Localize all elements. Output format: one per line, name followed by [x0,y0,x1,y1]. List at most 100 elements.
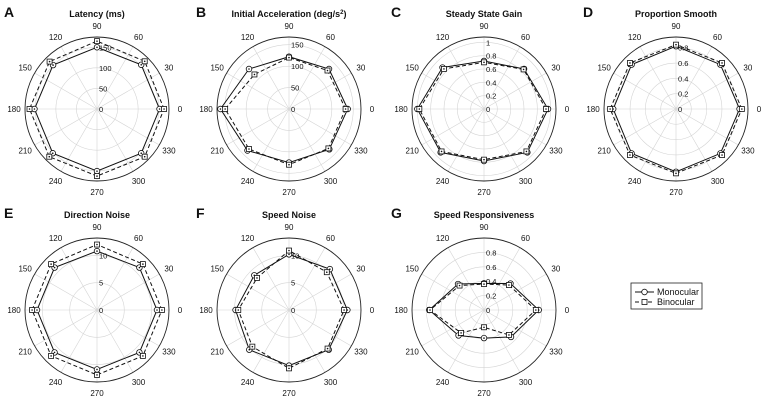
grid-spoke [34,108,98,146]
legend: Monocular Binocular [630,282,703,310]
angle-label: 120 [49,33,63,42]
angle-label: 90 [480,223,489,232]
radial-tick-label: 0 [486,105,490,114]
point-center [53,351,56,354]
point-center [483,61,485,64]
point-center [96,243,98,246]
point-center [96,46,98,49]
angle-label: 180 [199,105,213,114]
grid-spoke [447,108,485,172]
angle-label: 240 [436,378,450,387]
angle-label: 150 [597,64,611,73]
radial-tick-label: 10 [291,251,299,260]
point-center [418,108,421,110]
angle-label: 300 [324,177,338,186]
panels-layer: 0306090120150180210240270300330050100150… [4,4,762,398]
point-center [522,68,525,71]
grid-spoke [421,309,485,347]
point-center [443,68,445,70]
point-center [343,309,345,311]
angle-label: 270 [282,389,296,398]
grid-spoke [252,46,290,110]
angle-label: 210 [210,348,224,357]
angle-label: 60 [134,234,143,243]
panel-a: 0 30 60 90 120 150 180 210 240 270 300 330 0 50 100 150… [4,4,183,197]
grid-spoke [96,247,134,311]
angle-label: 30 [551,64,560,73]
angle-label: 330 [549,147,563,156]
radial-tick-label: 0.6 [486,263,496,272]
grid-spoke [483,108,547,146]
grid-spoke [96,108,160,146]
angle-label: 300 [711,177,725,186]
grid-spoke [288,309,352,347]
angle-label: 90 [93,22,102,31]
point-center [741,108,743,110]
point-center [96,250,98,252]
point-center [36,309,38,311]
angle-label: 120 [241,33,255,42]
angle-label: 210 [18,147,32,156]
panel-letter: A [4,4,14,20]
angle-label: 0 [178,105,183,114]
grid-spoke [421,72,485,110]
grid-spoke [483,247,521,311]
outer-circle [603,36,749,182]
grid-spoke [447,247,485,311]
point-center [53,266,56,269]
outer-circle [411,36,557,182]
point-center [288,253,290,256]
angle-label: 120 [436,234,450,243]
panel-letter: E [4,205,13,221]
radial-tick-label: 10 [99,251,107,260]
point-center [288,367,290,370]
outer-circle [216,237,362,383]
angle-label: 240 [49,177,63,186]
angle-label: 0 [565,105,570,114]
angle-label: 60 [713,33,722,42]
angle-label: 0 [370,306,375,315]
grid-spoke [421,273,485,311]
radial-tick-label: 0 [99,105,103,114]
point-center [142,263,144,265]
panel-b: 0 30 60 90 120 150 180 210 240 270 300 330 0 50 100 150… [196,4,375,197]
angle-label: 240 [628,177,642,186]
point-center [429,309,431,311]
radial-tick-label: 100 [99,64,112,73]
point-center [440,150,443,153]
angle-label: 240 [436,177,450,186]
point-center [96,40,98,42]
point-center [96,374,98,376]
angle-label: 150 [18,64,32,73]
radial-tick-label: 0.8 [678,44,688,53]
point-center [48,60,51,63]
grid-spoke [613,108,677,146]
point-center [483,283,485,285]
grid-spoke [288,108,352,146]
radial-tick-label: 0.8 [486,52,496,61]
angle-label: 0 [757,105,762,114]
point-center [143,60,146,63]
point-center [508,284,510,286]
angle-label: 300 [519,177,533,186]
angle-label: 90 [480,22,489,31]
grid-spoke [483,273,547,311]
angle-label: 270 [477,389,491,398]
angle-label: 90 [672,22,681,31]
grid-spoke [60,46,98,110]
point-center [224,108,226,110]
grid-spoke [483,46,521,110]
angle-label: 150 [210,64,224,73]
point-center [140,152,143,155]
grid-spoke [252,108,290,172]
radial-tick-label: 5 [291,279,295,288]
grid-spoke [421,108,485,146]
angle-label: 30 [551,265,560,274]
angle-label: 210 [405,147,419,156]
point-center [721,154,723,156]
radial-tick-label: 0.4 [678,74,688,83]
point-center [163,108,165,110]
angle-label: 120 [241,234,255,243]
radial-tick-label: 5 [99,279,103,288]
angle-label: 300 [324,378,338,387]
